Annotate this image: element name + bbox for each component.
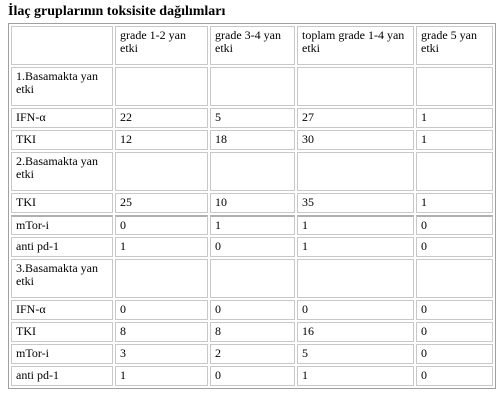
value-cell: 27 bbox=[297, 108, 414, 128]
value-cell: 0 bbox=[115, 215, 208, 235]
value-cell: 0 bbox=[416, 366, 493, 386]
value-cell: 35 bbox=[297, 193, 414, 213]
empty-cell bbox=[416, 259, 493, 298]
data-row: TKI 25 10 35 1 bbox=[11, 193, 493, 213]
value-cell: 0 bbox=[210, 300, 295, 320]
empty-cell bbox=[297, 67, 414, 106]
empty-cell bbox=[210, 259, 295, 298]
value-cell: 0 bbox=[416, 344, 493, 364]
section-row: 1.Basamakta yan etki bbox=[11, 67, 493, 106]
empty-cell bbox=[115, 152, 208, 191]
value-cell: 18 bbox=[210, 130, 295, 150]
value-cell: 0 bbox=[297, 300, 414, 320]
title: İlaç gruplarının toksisite dağılımları bbox=[8, 4, 226, 19]
row-label: mTor-i bbox=[11, 344, 113, 364]
empty-cell bbox=[115, 259, 208, 298]
data-row: anti pd-1 1 0 1 0 bbox=[11, 237, 493, 257]
toxicity-table: grade 1-2 yan etki grade 3-4 yan etki topl… bbox=[8, 23, 496, 389]
value-cell: 1 bbox=[416, 130, 493, 150]
row-label: TKI bbox=[11, 322, 113, 342]
data-row: mTor-i 3 2 5 0 bbox=[11, 344, 493, 364]
value-cell: 8 bbox=[210, 322, 295, 342]
empty-cell bbox=[115, 67, 208, 106]
value-cell: 1 bbox=[115, 366, 208, 386]
row-label: IFN-α bbox=[11, 300, 113, 320]
section-label: 2.Basamakta yan etki bbox=[11, 152, 113, 191]
empty-cell bbox=[210, 67, 295, 106]
value-cell: 1 bbox=[297, 237, 414, 257]
section-row: 2.Basamakta yan etki bbox=[11, 152, 493, 191]
value-cell: 0 bbox=[115, 300, 208, 320]
value-cell: 1 bbox=[297, 215, 414, 235]
value-cell: 0 bbox=[210, 237, 295, 257]
data-row: anti pd-1 1 0 1 0 bbox=[11, 366, 493, 386]
empty-cell bbox=[416, 67, 493, 106]
empty-cell bbox=[297, 259, 414, 298]
empty-cell bbox=[210, 152, 295, 191]
value-cell: 5 bbox=[210, 108, 295, 128]
value-cell: 16 bbox=[297, 322, 414, 342]
value-cell: 3 bbox=[115, 344, 208, 364]
header-cell bbox=[11, 26, 113, 65]
value-cell: 10 bbox=[210, 193, 295, 213]
row-label: TKI bbox=[11, 193, 113, 213]
value-cell: 25 bbox=[115, 193, 208, 213]
value-cell: 1 bbox=[297, 366, 414, 386]
value-cell: 0 bbox=[210, 366, 295, 386]
row-label: anti pd-1 bbox=[11, 366, 113, 386]
value-cell: 1 bbox=[416, 193, 493, 213]
header-cell: grade 1-2 yan etki bbox=[115, 26, 208, 65]
value-cell: 0 bbox=[416, 215, 493, 235]
value-cell: 0 bbox=[416, 300, 493, 320]
data-row: mTor-i 0 1 1 0 bbox=[11, 215, 493, 235]
value-cell: 1 bbox=[416, 108, 493, 128]
value-cell: 1 bbox=[210, 215, 295, 235]
value-cell: 8 bbox=[115, 322, 208, 342]
value-cell: 30 bbox=[297, 130, 414, 150]
value-cell: 12 bbox=[115, 130, 208, 150]
section-row: 3.Basamakta yan etki bbox=[11, 259, 493, 298]
value-cell: 0 bbox=[416, 322, 493, 342]
data-row: IFN-α 22 5 27 1 bbox=[11, 108, 493, 128]
data-row: IFN-α 0 0 0 0 bbox=[11, 300, 493, 320]
row-label: mTor-i bbox=[11, 215, 113, 235]
section-label: 1.Basamakta yan etki bbox=[11, 67, 113, 106]
data-row: TKI 12 18 30 1 bbox=[11, 130, 493, 150]
empty-cell bbox=[416, 152, 493, 191]
value-cell: 1 bbox=[115, 237, 208, 257]
header-cell: toplam grade 1-4 yan etki bbox=[297, 26, 414, 65]
section-label: 3.Basamakta yan etki bbox=[11, 259, 113, 298]
row-label: TKI bbox=[11, 130, 113, 150]
empty-cell bbox=[297, 152, 414, 191]
data-row: TKI 8 8 16 0 bbox=[11, 322, 493, 342]
value-cell: 2 bbox=[210, 344, 295, 364]
value-cell: 5 bbox=[297, 344, 414, 364]
header-cell: grade 3-4 yan etki bbox=[210, 26, 295, 65]
row-label: anti pd-1 bbox=[11, 237, 113, 257]
table-body: grade 1-2 yan etki grade 3-4 yan etki topl… bbox=[11, 26, 493, 386]
value-cell: 0 bbox=[416, 237, 493, 257]
header-cell: grade 5 yan etki bbox=[416, 26, 493, 65]
value-cell: 22 bbox=[115, 108, 208, 128]
row-label: IFN-α bbox=[11, 108, 113, 128]
header-row: grade 1-2 yan etki grade 3-4 yan etki topl… bbox=[11, 26, 493, 65]
